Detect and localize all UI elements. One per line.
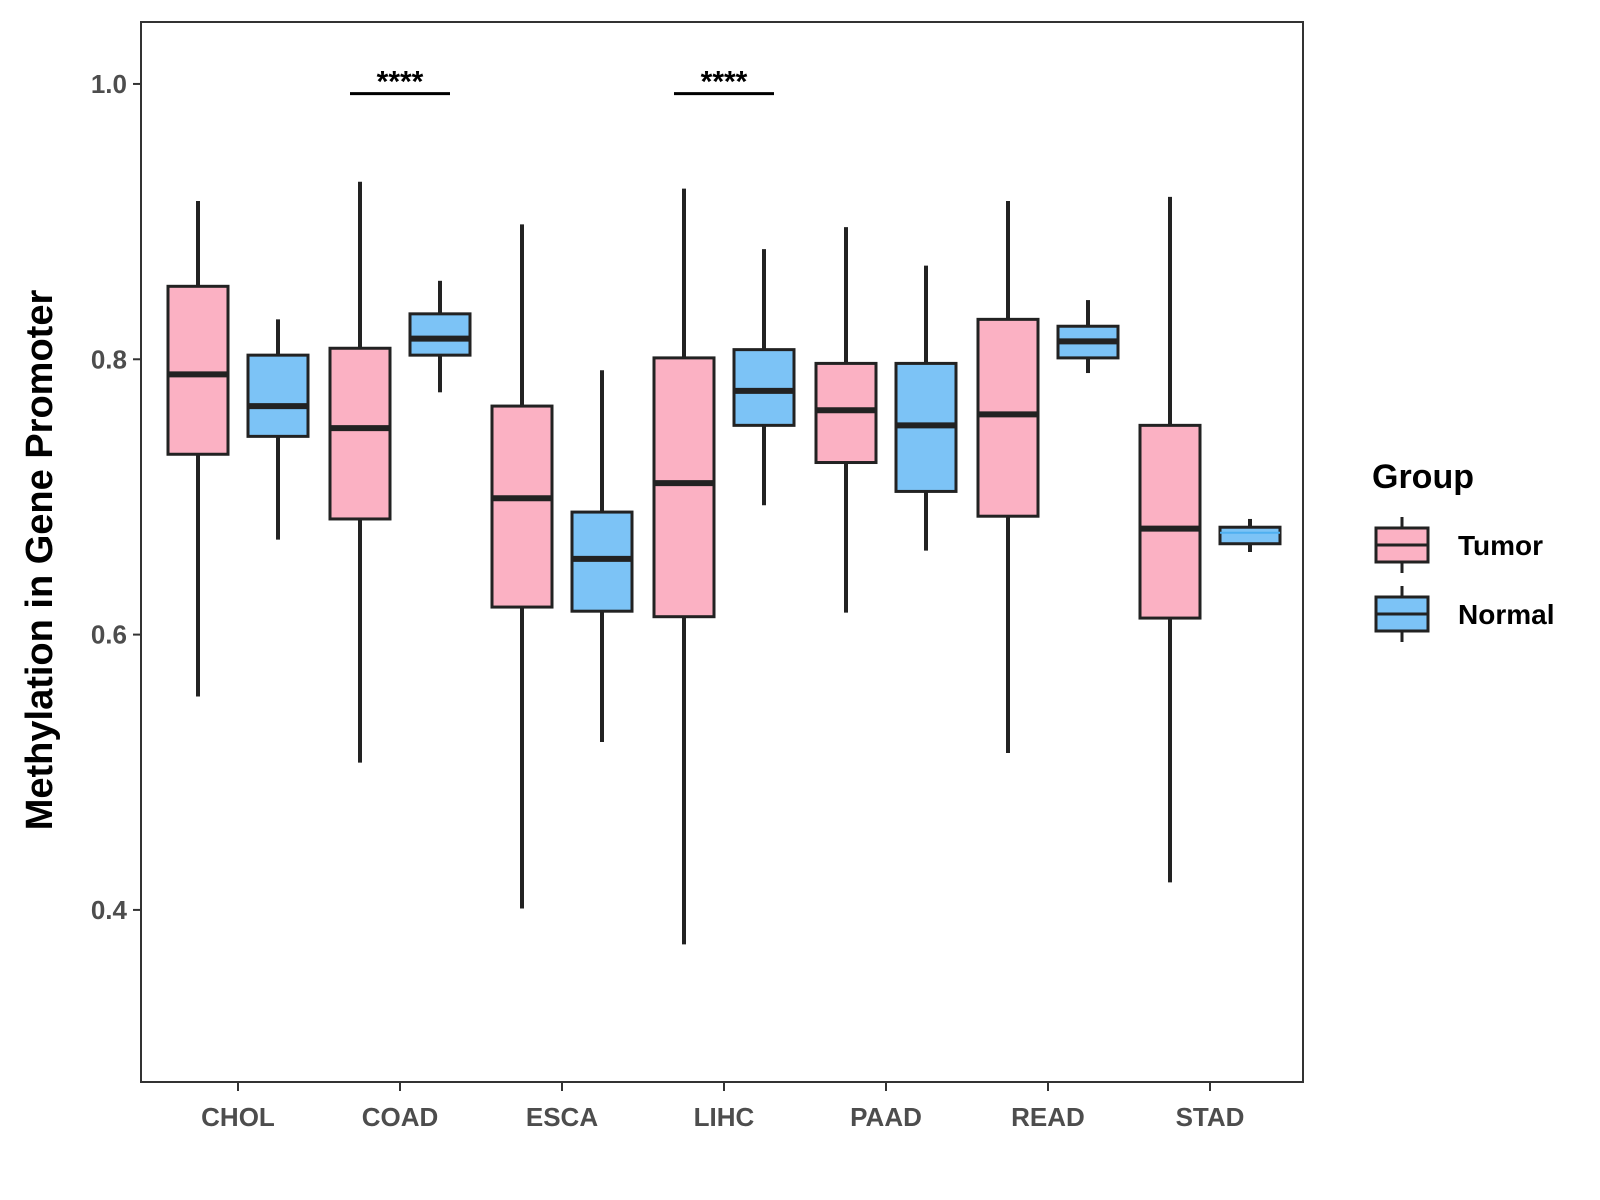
box-tumor-coad [328, 181, 392, 763]
iqr-box [246, 353, 310, 438]
x-tick-label-coad: COAD [362, 1102, 439, 1132]
x-tick-label-lihc: LIHC [694, 1102, 755, 1132]
box-tumor-paad [814, 227, 878, 613]
iqr-box [732, 348, 796, 427]
y-tick-label: 0.4 [91, 895, 128, 925]
box-normal-chol [246, 319, 310, 540]
y-axis-title: Methylation in Gene Promoter [19, 290, 61, 831]
legend-title: Group [1372, 458, 1474, 496]
box-tumor-read [976, 200, 1040, 753]
box-tumor-lihc [652, 188, 716, 945]
iqr-box [976, 317, 1040, 518]
legend-item-tumor: Tumor [1374, 517, 1543, 573]
box-tumor-stad [1138, 196, 1202, 883]
x-tick-label-chol: CHOL [201, 1102, 275, 1132]
box-normal-read [1056, 300, 1120, 374]
iqr-box [1138, 423, 1202, 620]
iqr-box [490, 404, 554, 609]
box-series [166, 181, 1282, 945]
y-tick-label: 1.0 [91, 69, 127, 99]
x-tick-label-esca: ESCA [526, 1102, 598, 1132]
x-tick-label-stad: STAD [1176, 1102, 1245, 1132]
x-tick-label-read: READ [1011, 1102, 1085, 1132]
legend-label: Normal [1458, 599, 1554, 630]
legend: Group Tumor Normal [1372, 458, 1554, 642]
iqr-box [1218, 525, 1282, 546]
x-tick-label-paad: PAAD [850, 1102, 922, 1132]
iqr-box [408, 312, 472, 357]
box-tumor-chol [166, 200, 230, 697]
y-axis: 0.4 0.6 0.8 1.0 [91, 69, 141, 925]
box-normal-lihc [732, 249, 796, 506]
significance-annotations: **** **** [350, 66, 774, 99]
x-axis: CHOL COAD ESCA LIHC PAAD READ STAD [201, 1082, 1244, 1132]
iqr-box [652, 356, 716, 619]
box-tumor-esca [490, 224, 554, 909]
box-normal-esca [570, 370, 634, 742]
y-tick-label: 0.8 [91, 344, 127, 374]
legend-label: Tumor [1458, 530, 1543, 561]
legend-item-normal: Normal [1374, 586, 1554, 642]
box-normal-coad [408, 280, 472, 393]
iqr-box [328, 346, 392, 521]
iqr-box [166, 284, 230, 456]
significance-lihc: **** [674, 66, 774, 99]
box-normal-stad [1218, 518, 1282, 552]
significance-label: **** [377, 66, 424, 99]
significance-label: **** [701, 66, 748, 99]
significance-coad: **** [350, 66, 450, 99]
y-tick-label: 0.6 [91, 620, 127, 650]
plot-panel [140, 21, 1304, 1083]
box-normal-paad [894, 265, 958, 551]
